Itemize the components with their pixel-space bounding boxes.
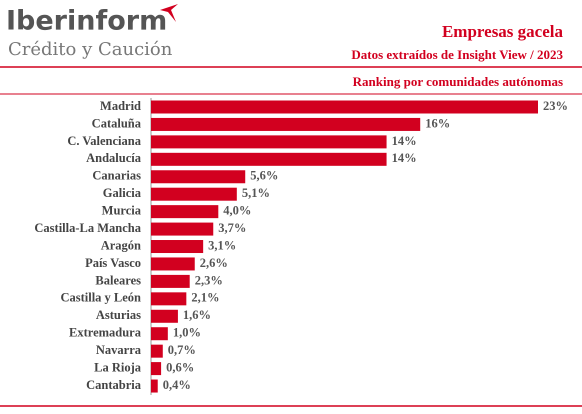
chart-caption: Ranking por comunidades autónomas (353, 74, 563, 89)
bar (151, 344, 163, 358)
category-label: Murcia (102, 204, 142, 218)
category-label: Navarra (96, 343, 142, 357)
category-label: Extremadura (69, 326, 142, 340)
category-label: Cantabria (86, 378, 142, 392)
category-label: Castilla-La Mancha (34, 221, 141, 235)
category-label: Baleares (95, 273, 141, 287)
category-label: Canarias (92, 169, 141, 183)
bar (151, 327, 168, 341)
bar (151, 362, 162, 376)
value-label: 5,1% (242, 186, 270, 200)
bar (151, 152, 387, 166)
value-label: 16% (425, 116, 450, 130)
brand-icon (160, 4, 178, 22)
category-label: La Rioja (94, 360, 142, 374)
category-label: Cataluña (92, 116, 142, 130)
category-label: Andalucía (86, 151, 142, 165)
bar (151, 100, 538, 114)
category-label: Galicia (103, 186, 142, 200)
category-label: País Vasco (85, 256, 141, 270)
value-label: 3,7% (218, 221, 246, 235)
chart-subtitle: Datos extraídos de Insight View / 2023 (351, 47, 563, 62)
value-label: 14% (392, 151, 417, 165)
bar (151, 170, 246, 184)
value-label: 3,1% (208, 238, 236, 252)
category-label: Madrid (100, 99, 141, 113)
bar (151, 379, 158, 393)
value-label: 23% (543, 99, 568, 113)
category-label: Aragón (101, 238, 141, 252)
bar (151, 240, 204, 254)
value-label: 0,4% (163, 378, 191, 392)
bar (151, 222, 214, 236)
bar (151, 135, 387, 149)
value-label: 5,6% (250, 169, 278, 183)
category-label: Castilla y León (60, 291, 141, 305)
value-label: 14% (392, 134, 417, 148)
bar (151, 117, 421, 131)
chart-title: Empresas gacela (442, 22, 564, 41)
value-label: 1,0% (173, 326, 201, 340)
value-label: 2,6% (200, 256, 228, 270)
category-label: C. Valenciana (67, 134, 141, 148)
bar (151, 205, 219, 219)
bar (151, 187, 237, 201)
bar (151, 292, 187, 306)
value-label: 2,3% (195, 273, 223, 287)
bar (151, 274, 190, 288)
brand-name: Iberinform (6, 6, 167, 37)
value-label: 2,1% (191, 291, 219, 305)
brand-tagline: Crédito y Caución (8, 39, 173, 60)
value-label: 0,7% (168, 343, 196, 357)
value-label: 1,6% (183, 308, 211, 322)
bar (151, 309, 178, 323)
value-label: 0,6% (166, 360, 194, 374)
bar (151, 257, 195, 271)
category-label: Asturias (96, 308, 141, 322)
value-label: 4,0% (223, 204, 251, 218)
